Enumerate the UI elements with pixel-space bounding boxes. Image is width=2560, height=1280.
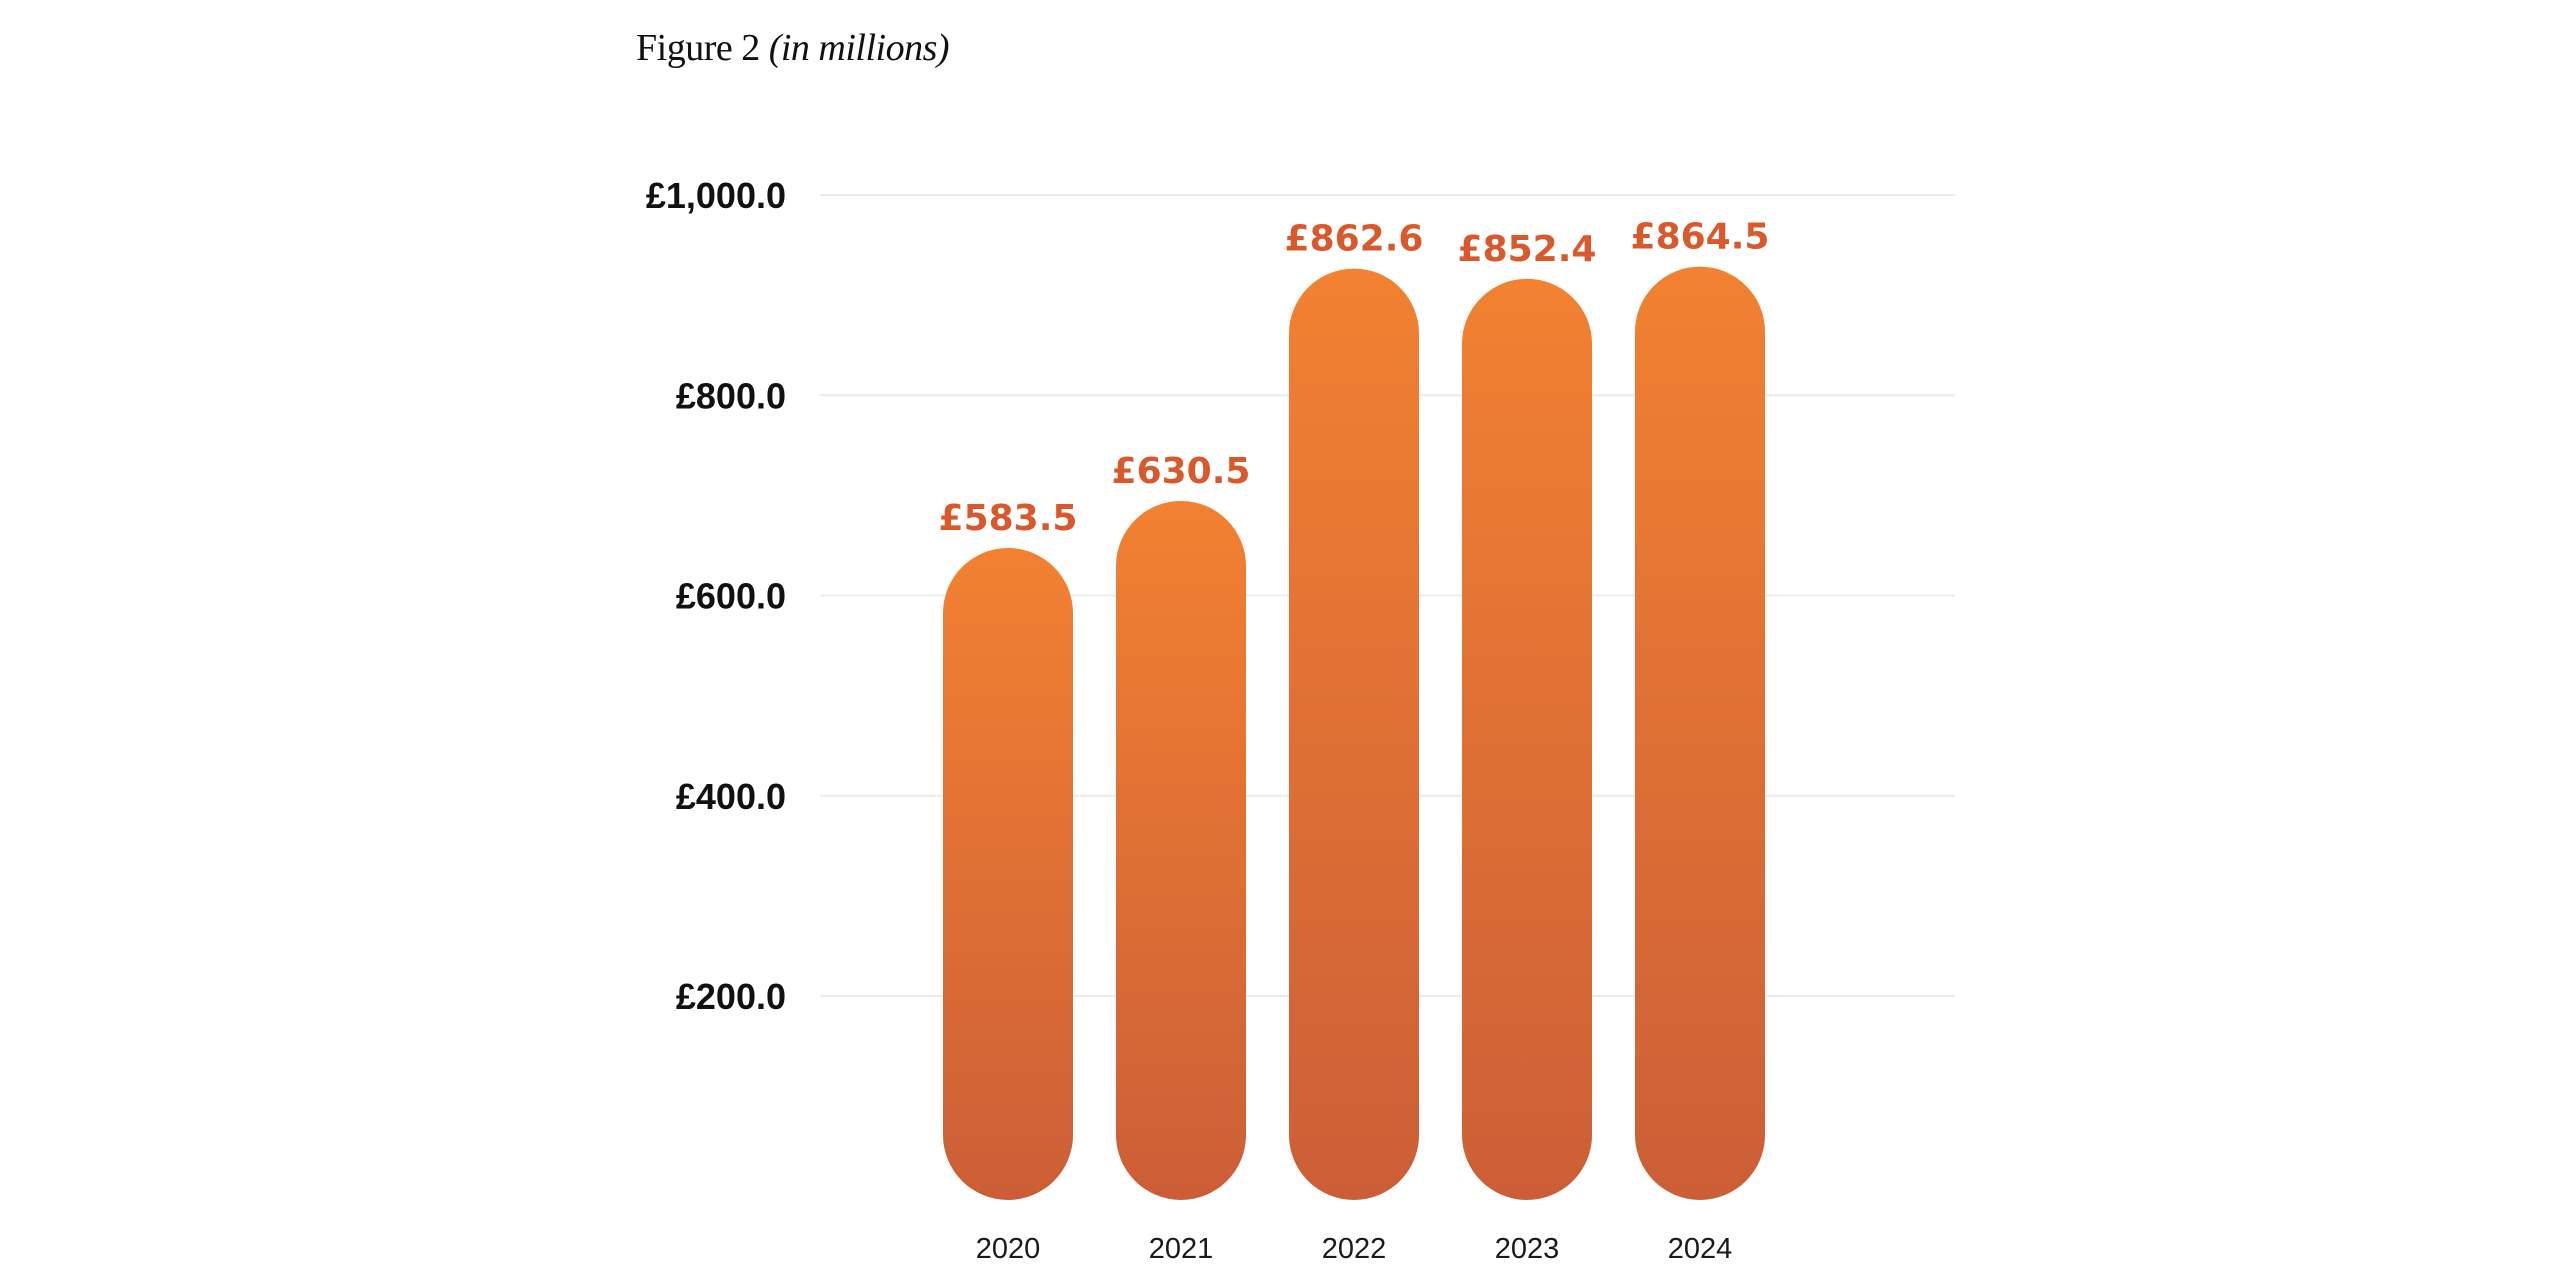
bar-2021 [1116, 500, 1246, 1200]
data-labels: £583.5 £630.5 £862.6 £852.4 £864.5 [939, 217, 1770, 539]
y-tick-label: £200.0 [676, 976, 786, 1017]
bar-2024 [1635, 266, 1765, 1200]
x-tick-label: 2023 [1495, 1233, 1560, 1265]
figure-unit: (in millions) [768, 27, 950, 69]
figure-title: Figure 2 (in millions) [636, 26, 950, 70]
data-label: £852.4 [1458, 229, 1597, 270]
bar-2020 [943, 548, 1073, 1200]
x-axis-ticks: 2020 2021 2022 2023 2024 [976, 1233, 1733, 1265]
bar-2022 [1289, 268, 1419, 1200]
data-label: £862.6 [1285, 219, 1424, 260]
y-tick-label: £1,000.0 [646, 175, 786, 216]
bar-2023 [1462, 278, 1592, 1200]
y-axis-ticks: £200.0 £400.0 £600.0 £800.0 £1,000.0 [646, 175, 786, 1017]
data-label: £864.5 [1631, 217, 1770, 258]
x-tick-label: 2022 [1322, 1233, 1387, 1265]
bars [943, 266, 1765, 1200]
figure-number: Figure 2 [636, 27, 760, 69]
data-label: £630.5 [1112, 451, 1251, 492]
y-tick-label: £400.0 [676, 776, 786, 817]
x-tick-label: 2024 [1668, 1233, 1733, 1265]
x-tick-label: 2021 [1149, 1233, 1214, 1265]
data-label: £583.5 [939, 498, 1078, 539]
y-tick-label: £800.0 [676, 375, 786, 416]
x-tick-label: 2020 [976, 1233, 1041, 1265]
y-tick-label: £600.0 [676, 576, 786, 617]
